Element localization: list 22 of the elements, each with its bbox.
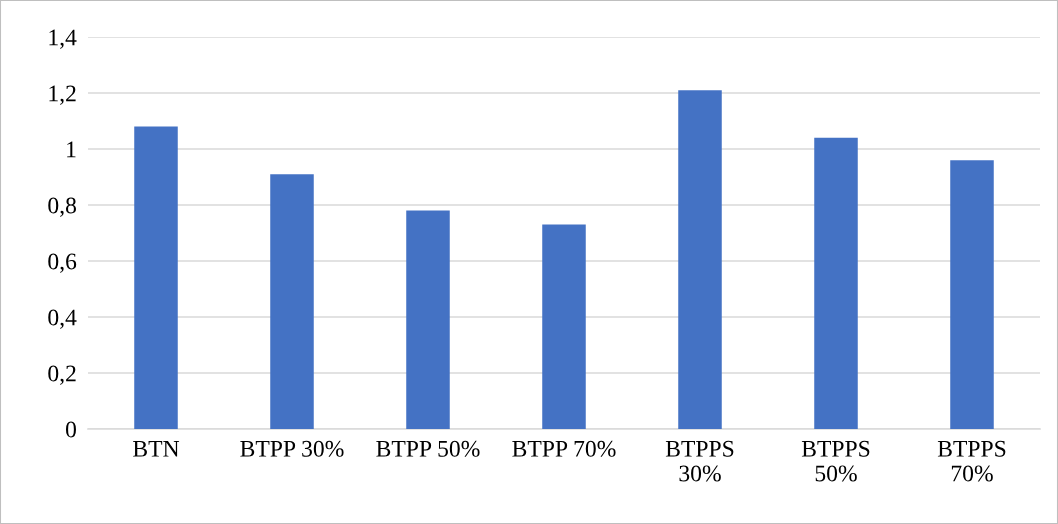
y-tick-label: 0	[65, 421, 76, 438]
x-tick-label: BTPP 50%	[376, 440, 480, 457]
x-tick-label: BTPPS 30%	[665, 440, 734, 482]
y-tick-label: 1,2	[49, 85, 76, 105]
x-tick-label: BTPP 30%	[240, 440, 344, 457]
y-tick-label: 1,4	[49, 29, 77, 49]
y-tick-label: 0,2	[48, 365, 76, 385]
x-tick-label: BTPP 70%	[512, 440, 616, 457]
y-tick-label: 0,6	[48, 253, 77, 273]
bar	[950, 160, 994, 429]
bar	[406, 210, 450, 429]
bar	[814, 137, 858, 429]
bar	[678, 90, 722, 429]
x-tick-label: BTPPS 50%	[801, 440, 870, 482]
y-tick-label: 0,8	[48, 197, 76, 217]
y-tick-label: 1	[67, 141, 76, 158]
x-tick-label: BTPPS 70%	[937, 440, 1006, 482]
bar	[134, 126, 178, 429]
x-tick-label: BTN	[133, 441, 180, 457]
y-tick-label: 0,4	[48, 309, 77, 329]
bar	[542, 224, 586, 429]
bar	[270, 174, 314, 429]
